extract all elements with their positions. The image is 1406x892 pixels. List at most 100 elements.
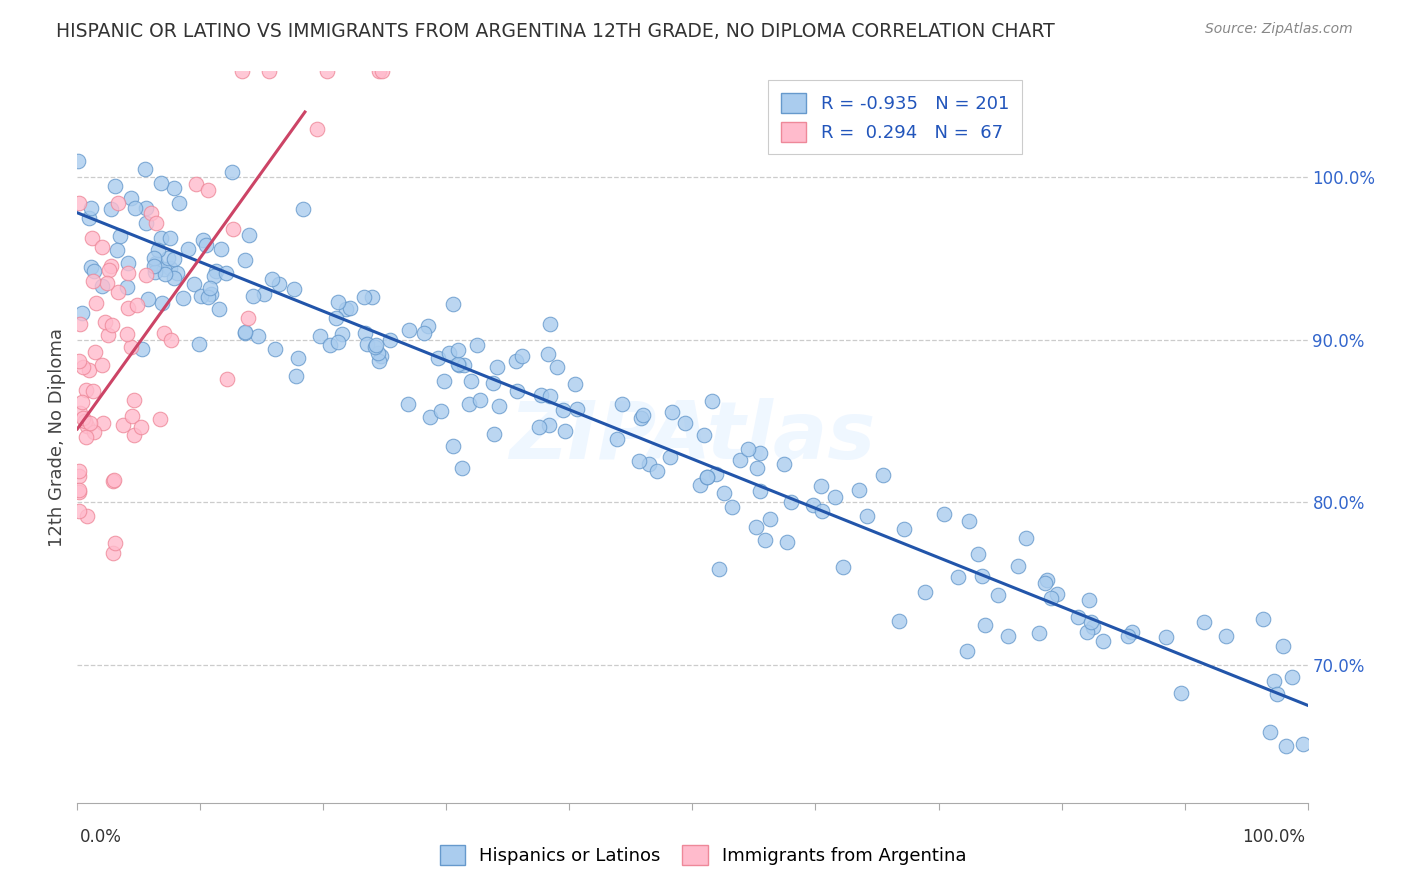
Point: [242, 289, 264, 303]
Point: [79, 362, 101, 376]
Point: [125, 298, 148, 312]
Point: [117, 256, 139, 270]
Point: [606, 432, 628, 446]
Point: [67, 353, 90, 368]
Point: [330, 326, 353, 341]
Point: [1046, 587, 1069, 601]
Point: [554, 424, 576, 438]
Point: [156, 252, 179, 266]
Point: [893, 522, 915, 536]
Point: [155, 267, 177, 281]
Point: [510, 349, 533, 363]
Point: [1067, 610, 1090, 624]
Point: [1263, 673, 1285, 688]
Point: [149, 176, 172, 190]
Point: [416, 318, 439, 333]
Point: [361, 290, 384, 304]
Point: [111, 418, 134, 433]
Point: [90, 358, 112, 372]
Point: [832, 560, 855, 574]
Point: [1080, 615, 1102, 629]
Point: [1251, 612, 1274, 626]
Point: [167, 196, 190, 211]
Point: [631, 408, 654, 422]
Point: [779, 495, 801, 509]
Point: [104, 179, 127, 194]
Point: [914, 584, 936, 599]
Point: [447, 358, 470, 372]
Point: [80, 260, 103, 274]
Point: [505, 384, 527, 398]
Point: [713, 486, 735, 500]
Point: [693, 428, 716, 442]
Point: [163, 180, 186, 194]
Point: [529, 420, 551, 434]
Point: [728, 453, 751, 467]
Point: [948, 569, 970, 583]
Point: [538, 389, 561, 403]
Point: [564, 376, 586, 391]
Point: [1091, 633, 1114, 648]
Point: [1271, 639, 1294, 653]
Point: [1028, 626, 1050, 640]
Point: [100, 202, 122, 217]
Point: [222, 221, 245, 235]
Point: [107, 195, 129, 210]
Point: [287, 351, 309, 366]
Point: [745, 460, 768, 475]
Point: [647, 464, 669, 478]
Point: [135, 268, 157, 282]
Point: [538, 317, 561, 331]
Point: [447, 343, 470, 357]
Point: [325, 310, 347, 325]
Point: [101, 546, 124, 560]
Point: [810, 479, 832, 493]
Legend: Hispanics or Latinos, Immigrants from Argentina: Hispanics or Latinos, Immigrants from Ar…: [432, 838, 974, 872]
Point: [371, 64, 394, 78]
Point: [136, 292, 159, 306]
Point: [326, 295, 349, 310]
Point: [308, 328, 330, 343]
Point: [76, 509, 98, 524]
Point: [190, 289, 212, 303]
Point: [72, 360, 94, 375]
Point: [197, 290, 219, 304]
Point: [75, 429, 97, 443]
Point: [932, 507, 955, 521]
Point: [848, 483, 870, 498]
Point: [700, 394, 723, 409]
Point: [630, 410, 652, 425]
Point: [107, 285, 129, 299]
Point: [316, 64, 339, 78]
Point: [115, 326, 138, 341]
Point: [166, 266, 188, 280]
Point: [120, 340, 142, 354]
Point: [84, 296, 107, 310]
Point: [987, 588, 1010, 602]
Point: [803, 498, 825, 512]
Point: [627, 454, 650, 468]
Point: [1007, 559, 1029, 574]
Point: [1192, 615, 1215, 629]
Point: [82, 274, 104, 288]
Point: [484, 427, 506, 442]
Point: [135, 201, 157, 215]
Point: [142, 251, 165, 265]
Point: [1076, 625, 1098, 640]
Point: [96, 276, 118, 290]
Point: [367, 64, 389, 78]
Point: [661, 405, 683, 419]
Point: [689, 478, 711, 492]
Point: [70, 306, 93, 320]
Point: [90, 240, 112, 254]
Point: [67, 464, 90, 478]
Point: [202, 269, 225, 284]
Text: 0.0%: 0.0%: [80, 828, 122, 846]
Point: [101, 474, 124, 488]
Point: [145, 256, 167, 270]
Point: [108, 229, 131, 244]
Point: [529, 388, 551, 402]
Point: [538, 418, 561, 433]
Point: [1036, 573, 1059, 587]
Point: [194, 238, 217, 252]
